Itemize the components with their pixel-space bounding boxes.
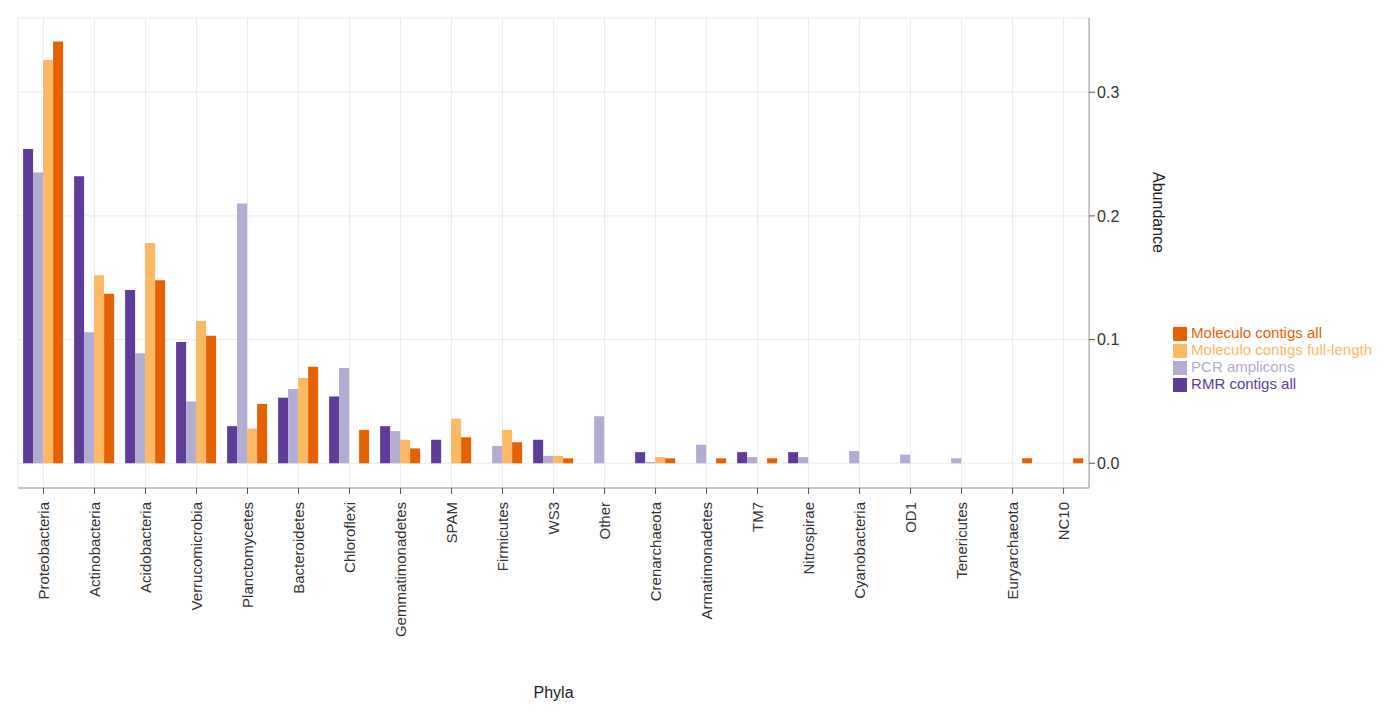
svg-text:SPAM: SPAM — [443, 502, 460, 543]
html-text:RMR contigs all: RMR contigs all — [1191, 375, 1297, 392]
svg-text:Acidobacteria: Acidobacteria — [137, 501, 154, 593]
svg-text:Phyla: Phyla — [534, 684, 574, 701]
svg-text:Bacteroidetes: Bacteroidetes — [290, 502, 307, 594]
svg-text:WS3: WS3 — [545, 502, 562, 535]
svg-text:OD1: OD1 — [902, 502, 919, 533]
svg-text:Nitrospirae: Nitrospirae — [800, 502, 817, 575]
svg-text:Gemmatimonadetes: Gemmatimonadetes — [392, 502, 409, 637]
svg-text:Abundance: Abundance — [1150, 172, 1167, 253]
svg-text:NC10: NC10 — [1055, 502, 1072, 540]
svg-text:Armatimonadetes: Armatimonadetes — [698, 502, 715, 620]
svg-text:Other: Other — [596, 502, 613, 540]
svg-text:Actinobacteria: Actinobacteria — [86, 501, 103, 597]
html-text:Moleculo contigs full-length: Moleculo contigs full-length — [1191, 341, 1372, 358]
html-text:Moleculo contigs all: Moleculo contigs all — [1191, 323, 1322, 341]
svg-text:0.2: 0.2 — [1097, 208, 1119, 225]
svg-text:Cyanobacteria: Cyanobacteria — [851, 501, 868, 598]
svg-text:Proteobacteria: Proteobacteria — [35, 501, 52, 599]
svg-text:Planctomycetes: Planctomycetes — [239, 502, 256, 608]
svg-text:0.3: 0.3 — [1097, 84, 1119, 101]
html-text:PCR amplicons: PCR amplicons — [1191, 358, 1295, 375]
svg-text:Tenericutes: Tenericutes — [953, 502, 970, 579]
svg-text:Crenarchaeota: Crenarchaeota — [647, 501, 664, 601]
svg-text:Euryarchaeota: Euryarchaeota — [1004, 501, 1021, 599]
svg-text:0.0: 0.0 — [1097, 455, 1119, 472]
svg-text:Firmicutes: Firmicutes — [494, 502, 511, 571]
svg-text:TM7: TM7 — [749, 502, 766, 532]
svg-text:Chloroflexi: Chloroflexi — [341, 502, 358, 573]
svg-text:0.1: 0.1 — [1097, 331, 1119, 348]
svg-text:Verrucomicrobia: Verrucomicrobia — [188, 501, 205, 610]
